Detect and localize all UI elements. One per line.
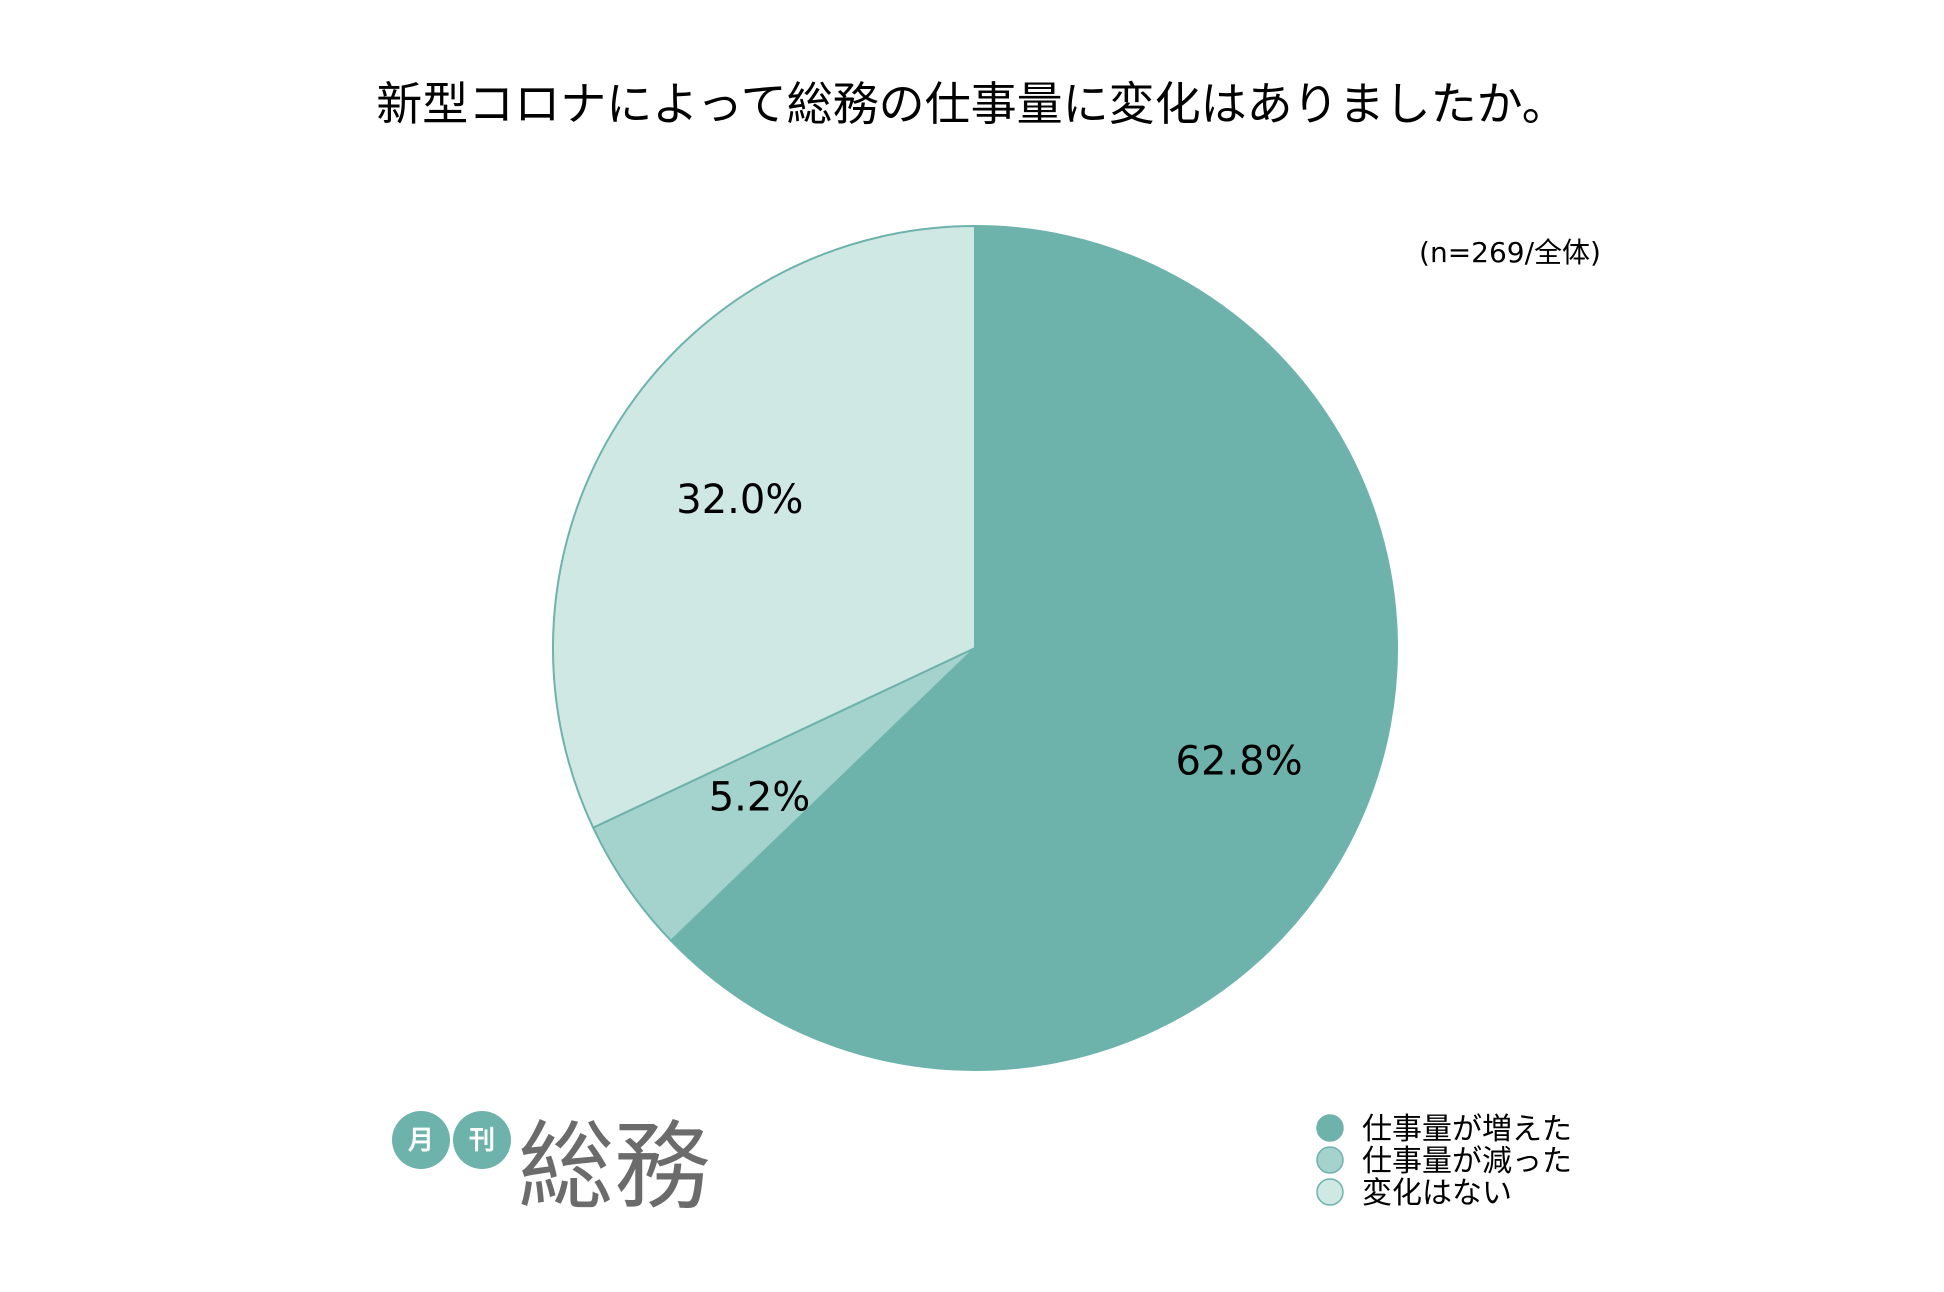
data-label-no-change: 32.0% [676,477,803,523]
data-label-decreased: 5.2% [709,774,811,820]
gekkan-soumu-logo: 月 刊 総務 [392,1111,710,1223]
legend-label-no-change: 変化はない [1362,1176,1512,1211]
pie-slice-no-change [551,224,976,830]
legend-label-decreased: 仕事量が減った [1362,1144,1572,1179]
logo-month-char: 月 [407,1126,434,1156]
chart-title: 新型コロナによって総務の仕事量に変化はありましたか。 [376,77,1567,131]
slices-layer [551,224,1399,1071]
data-label-increased: 62.8% [1176,738,1303,784]
pie-slice-decreased [591,647,976,943]
legend-swatch-increased [1316,1114,1344,1142]
logo-name: 総務 [518,1111,710,1223]
sample-note: (n=269/全体) [1419,236,1601,269]
pie-slice-increased [669,224,1399,1071]
logo-badge-publication [453,1111,511,1169]
legend-label-increased: 仕事量が増えた [1362,1112,1572,1147]
data-labels-layer: 62.8% 5.2% 32.0% [676,477,1302,821]
logo-publication-char: 刊 [469,1126,495,1156]
logo-badge-month [392,1111,450,1169]
legend: 仕事量が増えた 仕事量が減った 変化はない [1316,1112,1572,1211]
legend-swatch-no-change [1316,1178,1344,1206]
legend-swatch-decreased [1316,1146,1344,1174]
